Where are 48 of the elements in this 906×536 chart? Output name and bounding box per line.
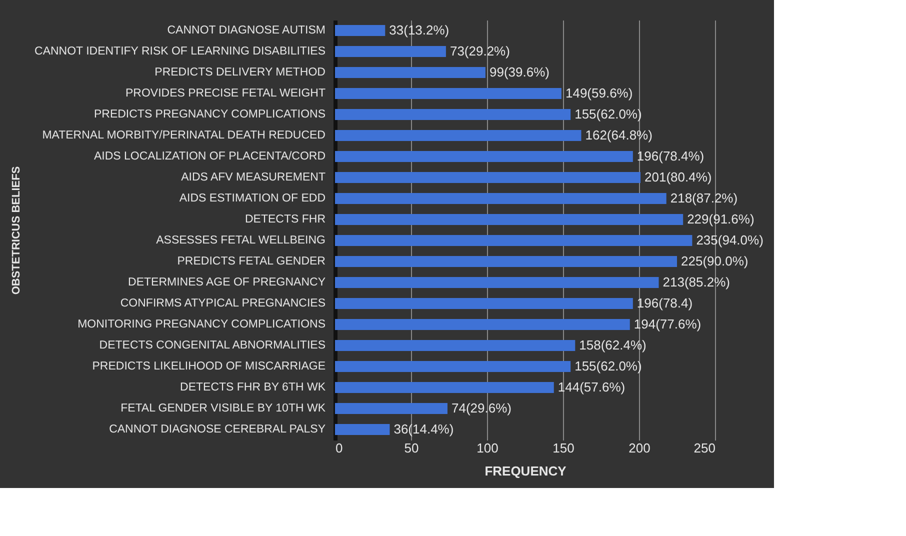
data-label: 149(59.6%) bbox=[565, 86, 633, 100]
y-tick-label: PREDICTS FETAL GENDER bbox=[177, 256, 326, 268]
x-axis-title: FREQUENCY bbox=[484, 464, 567, 478]
x-tick-label: 200 bbox=[628, 440, 650, 456]
data-label: 99(39.6%) bbox=[489, 64, 550, 80]
y-tick-label: PREDICTS PREGNANCY COMPLICATIONS bbox=[94, 108, 326, 120]
data-label: 144(57.6%) bbox=[558, 380, 626, 394]
y-tick-label: AIDS LOCALIZATION OF PLACENTA/CORD bbox=[94, 150, 326, 162]
data-label: 225(90.0%) bbox=[681, 254, 748, 268]
x-tick-label: 50 bbox=[404, 440, 419, 456]
y-tick-label: DETECTS CONGENITAL ABNORMALITIES bbox=[99, 340, 326, 352]
y-tick-label: FETAL GENDER VISIBLE BY 10TH WK bbox=[120, 402, 326, 414]
y-tick-label: PREDICTS DELIVERY METHOD bbox=[154, 66, 326, 78]
x-tick-label: 150 bbox=[552, 440, 574, 456]
y-tick-label: CANNOT DIAGNOSE CEREBRAL PALSY bbox=[109, 424, 326, 436]
data-label: 218(87.2%) bbox=[670, 190, 738, 206]
data-label: 196(78.4) bbox=[636, 296, 693, 310]
y-tick-label: DETECTS FHR bbox=[245, 214, 326, 226]
y-axis-title: OBSTETRICUS BELIEFS bbox=[10, 166, 22, 295]
data-label: 74(29.6%) bbox=[451, 400, 512, 416]
y-tick-label: DETECTS FHR BY 6TH WK bbox=[180, 382, 326, 394]
y-tick-label: CANNOT IDENTIFY RISK OF LEARNING DISABILITIES bbox=[34, 46, 326, 58]
x-tick-label: 250 bbox=[694, 440, 716, 456]
data-label: 36(14.4%) bbox=[394, 422, 454, 436]
y-tick-label: AIDS AFV MEASUREMENT bbox=[181, 172, 326, 184]
data-label: 155(62.0%) bbox=[574, 106, 642, 122]
data-label: 235(94.0%) bbox=[696, 232, 764, 248]
data-label: 33(13.2%) bbox=[389, 22, 450, 38]
x-tick-label: 0 bbox=[336, 440, 343, 456]
data-label: 194(77.6%) bbox=[634, 316, 702, 332]
y-tick-label: DETERMINES AGE OF PREGNANCY bbox=[128, 276, 326, 288]
y-tick-label: AIDS ESTIMATION OF EDD bbox=[179, 192, 326, 204]
data-label: 155(62.0%) bbox=[574, 358, 642, 374]
y-tick-label: ASSESSES FETAL WELLBEING bbox=[156, 234, 326, 246]
data-label: 162(64.8%) bbox=[585, 128, 652, 142]
data-label: 196(78.4%) bbox=[636, 148, 704, 164]
data-label: 201(80.4%) bbox=[644, 170, 712, 184]
data-label: 213(85.2%) bbox=[662, 274, 730, 290]
data-label: 73(29.2%) bbox=[450, 44, 510, 58]
data-label: 229(91.6%) bbox=[687, 212, 754, 226]
x-tick-label: 100 bbox=[476, 440, 498, 456]
y-tick-label: CANNOT DIAGNOSE AUTISM bbox=[167, 24, 326, 36]
y-tick-label: PROVIDES PRECISE FETAL WEIGHT bbox=[125, 88, 326, 100]
y-tick-label: MONITORING PREGNANCY COMPLICATIONS bbox=[78, 318, 326, 330]
y-tick-label: CONFIRMS ATYPICAL PREGNANCIES bbox=[120, 298, 326, 310]
y-tick-label: MATERNAL MORBITY/PERINATAL DEATH REDUCED bbox=[42, 130, 326, 142]
data-label: 158(62.4%) bbox=[579, 338, 646, 352]
y-tick-label: PREDICTS LIKELIHOOD OF MISCARRIAGE bbox=[92, 360, 326, 372]
